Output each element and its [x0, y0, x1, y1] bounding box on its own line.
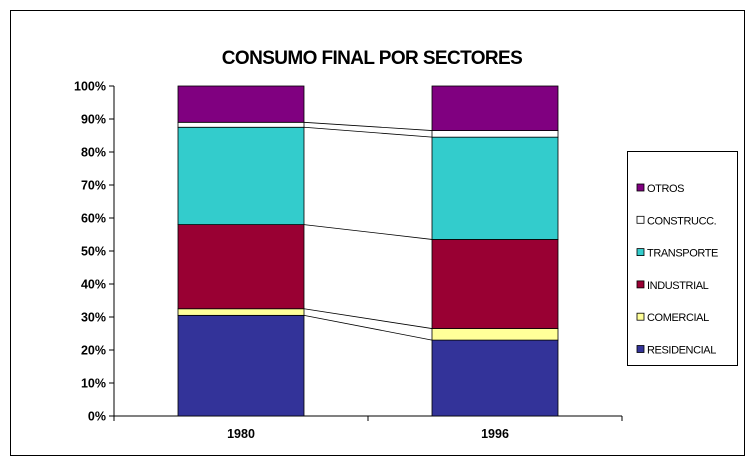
legend-label: COMERCIAL	[647, 312, 709, 324]
y-tick-label: 100%	[74, 80, 106, 94]
bar-segment-transporte-1980[interactable]	[177, 126, 305, 225]
y-tick-label: 20%	[81, 344, 106, 358]
legend: OTROS CONSTRUCC. TRANSPORTE INDUSTRIAL COMER…	[627, 151, 738, 366]
bar-segment-construcc-1980[interactable]	[177, 121, 305, 128]
legend-box	[627, 151, 738, 366]
chart-title: CONSUMO FINAL POR SECTORES	[222, 48, 522, 69]
series-line	[303, 121, 433, 131]
y-tick-label: 50%	[81, 245, 106, 259]
series-line	[303, 314, 433, 341]
bar-segment-industrial-1996[interactable]	[431, 239, 559, 329]
bar-segment-residencial-1996[interactable]	[431, 339, 559, 417]
legend-swatch	[636, 215, 645, 224]
legend-label: OTROS	[647, 183, 684, 195]
legend-swatch	[636, 345, 645, 353]
legend-label: TRANSPORTE	[647, 248, 718, 260]
bar-segment-transporte-1996[interactable]	[431, 136, 559, 240]
bar-segment-otros-1980[interactable]	[177, 85, 305, 123]
bar-segment-comercial-1996[interactable]	[431, 328, 559, 341]
plot-area: 0% 10% 20% 30% 40% 50% 60% 70% 80% 90% 100% 1980 199…	[74, 80, 623, 441]
legend-label: INDUSTRIAL	[647, 280, 709, 292]
legend-swatch	[636, 312, 645, 321]
bar-segment-residencial-1980[interactable]	[177, 314, 305, 417]
y-tick-label: 10%	[81, 377, 106, 391]
series-line	[303, 126, 433, 138]
legend-swatch	[636, 183, 645, 192]
x-tick-label: 1980	[227, 427, 255, 441]
legend-swatch	[636, 248, 645, 257]
series-line	[303, 308, 433, 329]
bar-segment-otros-1996[interactable]	[431, 85, 559, 131]
x-tick-label: 1996	[481, 427, 509, 441]
y-tick-label: 60%	[81, 212, 106, 226]
legend-label: CONSTRUCC.	[647, 215, 717, 227]
y-tick-label: 90%	[81, 113, 106, 127]
bar-segment-comercial-1980[interactable]	[177, 308, 305, 316]
y-tick-label: 80%	[81, 146, 106, 160]
bar-segment-industrial-1980[interactable]	[177, 224, 305, 310]
bar-segment-construcc-1996[interactable]	[431, 130, 559, 138]
y-tick-label: 70%	[81, 179, 106, 193]
y-tick-label: 30%	[81, 311, 106, 325]
series-line	[303, 224, 433, 240]
legend-swatch	[636, 280, 645, 289]
y-tick-label: 0%	[88, 410, 106, 424]
y-tick-label: 40%	[81, 278, 106, 292]
legend-label: RESIDENCIAL	[647, 345, 716, 357]
